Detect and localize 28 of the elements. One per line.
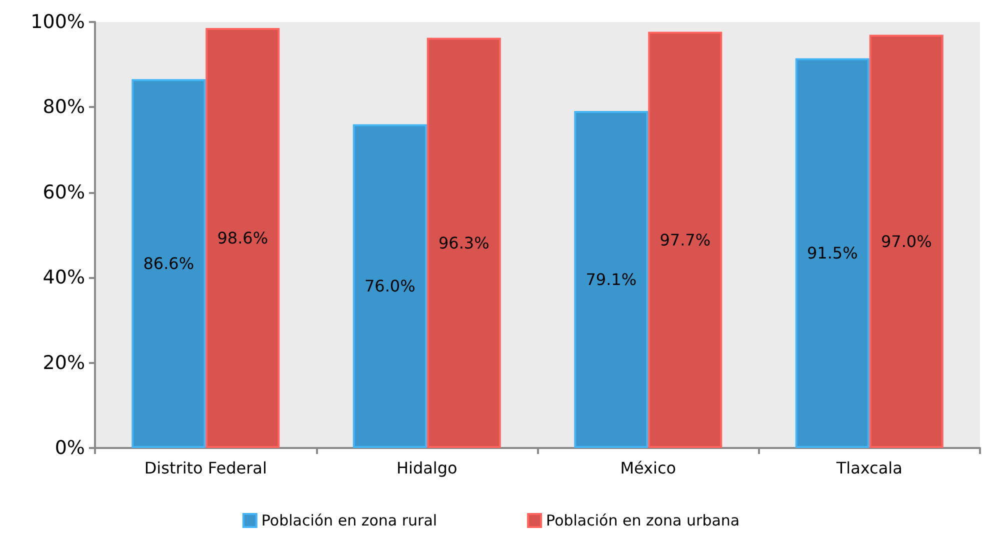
bar [132, 79, 206, 448]
legend-label: Población en zona rural [261, 512, 438, 530]
y-tick-label: 60% [42, 181, 85, 204]
data-label: 86.6% [143, 254, 194, 274]
y-tick-label: 0% [54, 437, 85, 459]
bar [426, 38, 501, 448]
bar [206, 28, 280, 448]
data-label: 96.3% [438, 233, 490, 252]
bar [795, 58, 870, 448]
data-label: 97.0% [880, 232, 932, 251]
y-tick-label: 20% [42, 352, 85, 374]
x-tick-label: Distrito Federal [144, 458, 267, 478]
y-tick-label: 40% [42, 266, 85, 289]
legend-label: Población en zona urbana [546, 512, 740, 530]
bar [574, 111, 648, 448]
data-label: 79.1% [586, 270, 637, 290]
x-tick-label: México [620, 458, 676, 478]
data-label: 91.5% [806, 244, 858, 263]
y-tick-label: 100% [30, 11, 85, 33]
bar [352, 124, 427, 448]
data-label: 76.0% [364, 276, 416, 296]
x-tick-label: Hidalgo [396, 458, 458, 478]
bar [648, 32, 722, 448]
bar [869, 34, 944, 448]
x-tick-label: Tlaxcala [835, 458, 902, 478]
data-label: 98.6% [217, 228, 268, 248]
data-label: 97.7% [660, 230, 711, 250]
y-tick-label: 80% [42, 96, 85, 118]
